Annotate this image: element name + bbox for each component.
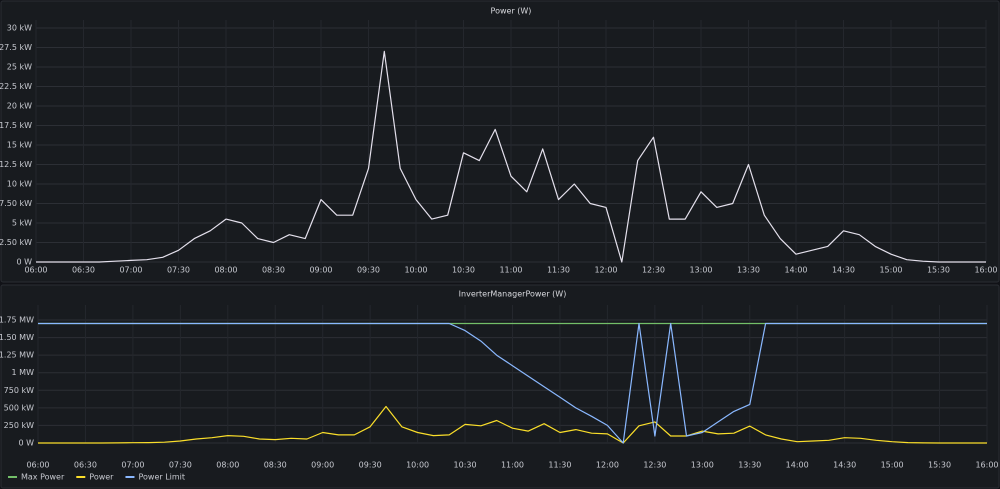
y-tick-label: 25 kW <box>7 63 32 72</box>
legend-label[interactable]: Power <box>89 473 114 482</box>
chart-title: InverterManagerPower (W) <box>459 290 567 299</box>
x-tick-label: 14:00 <box>786 461 809 470</box>
y-tick-label: 30 kW <box>7 24 32 33</box>
y-tick-label: 17.5 kW <box>0 121 32 130</box>
legend-label[interactable]: Max Power <box>21 473 65 482</box>
x-tick-label: 15:00 <box>881 461 904 470</box>
y-tick-label: 500 kW <box>4 403 34 412</box>
x-tick-label: 07:00 <box>119 266 142 275</box>
x-tick-label: 16:00 <box>975 461 998 470</box>
x-tick-label: 12:30 <box>643 461 666 470</box>
x-tick-label: 11:30 <box>547 266 570 275</box>
y-tick-label: 10 kW <box>7 180 32 189</box>
x-tick-label: 07:30 <box>169 461 192 470</box>
legend-label[interactable]: Power Limit <box>138 473 185 482</box>
x-tick-label: 13:00 <box>691 461 714 470</box>
x-tick-label: 08:30 <box>264 461 287 470</box>
series-line <box>36 50 986 263</box>
x-tick-label: 11:00 <box>501 461 524 470</box>
y-tick-label: 5 kW <box>12 219 32 228</box>
x-tick-label: 08:00 <box>214 266 237 275</box>
x-tick-label: 06:30 <box>72 266 95 275</box>
y-tick-label: 0 W <box>18 439 34 448</box>
x-tick-label: 08:30 <box>262 266 285 275</box>
x-tick-label: 08:00 <box>216 461 239 470</box>
x-tick-label: 15:30 <box>927 266 950 275</box>
series-line <box>38 405 987 444</box>
x-tick-label: 09:00 <box>309 266 332 275</box>
series-line <box>38 322 987 444</box>
panel <box>0 0 1000 283</box>
x-tick-label: 16:00 <box>974 266 997 275</box>
x-tick-label: 06:00 <box>26 461 49 470</box>
x-tick-label: 07:30 <box>167 266 190 275</box>
y-tick-label: 1.25 MW <box>0 351 34 360</box>
x-tick-label: 11:30 <box>548 461 571 470</box>
y-tick-label: 7.50 kW <box>0 199 32 208</box>
x-tick-label: 10:30 <box>452 266 475 275</box>
x-tick-label: 10:00 <box>406 461 429 470</box>
x-tick-label: 14:30 <box>832 266 855 275</box>
x-tick-label: 12:00 <box>594 266 617 275</box>
x-tick-label: 10:30 <box>454 461 477 470</box>
y-tick-label: 1.75 MW <box>0 316 34 325</box>
y-tick-label: 12.5 kW <box>0 160 32 169</box>
y-tick-label: 2.50 kW <box>0 238 32 247</box>
x-tick-label: 12:00 <box>596 461 619 470</box>
x-tick-label: 06:00 <box>24 266 47 275</box>
y-tick-label: 1.50 MW <box>0 333 34 342</box>
y-tick-label: 20 kW <box>7 102 32 111</box>
x-tick-label: 11:00 <box>499 266 522 275</box>
y-tick-label: 1 MW <box>12 368 35 377</box>
x-tick-label: 09:30 <box>359 461 382 470</box>
x-tick-label: 15:30 <box>928 461 951 470</box>
x-tick-label: 06:30 <box>74 461 97 470</box>
x-tick-label: 14:00 <box>784 266 807 275</box>
x-tick-label: 14:30 <box>833 461 856 470</box>
x-tick-label: 15:00 <box>879 266 902 275</box>
x-tick-label: 07:00 <box>121 461 144 470</box>
y-tick-label: 15 kW <box>7 141 32 150</box>
y-tick-label: 250 kW <box>4 421 34 430</box>
x-tick-label: 13:30 <box>738 461 761 470</box>
x-tick-label: 13:30 <box>737 266 760 275</box>
y-tick-label: 0 W <box>16 258 32 267</box>
x-tick-label: 13:00 <box>689 266 712 275</box>
x-tick-label: 09:00 <box>311 461 334 470</box>
x-tick-label: 12:30 <box>642 266 665 275</box>
y-tick-label: 750 kW <box>4 386 34 395</box>
chart-title: Power (W) <box>491 7 532 16</box>
x-tick-label: 09:30 <box>357 266 380 275</box>
y-tick-label: 27.5 kW <box>0 43 32 52</box>
y-tick-label: 22.5 kW <box>0 82 32 91</box>
panel <box>0 284 1000 489</box>
x-tick-label: 10:00 <box>404 266 427 275</box>
